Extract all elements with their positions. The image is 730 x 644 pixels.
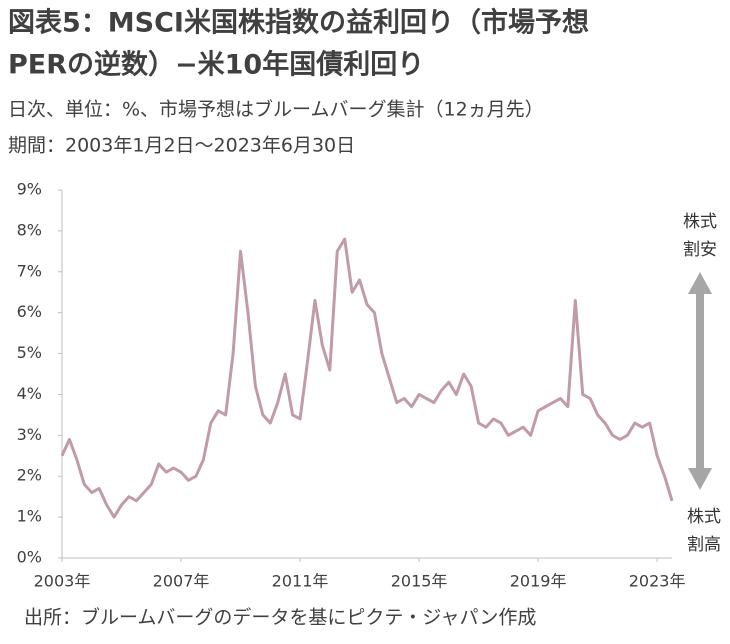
chart-title: PERの逆数）−米10年国債利回り [8,49,424,81]
x-tick-label: 2023年 [629,572,686,591]
y-tick-label: 3% [17,425,42,444]
y-tick-label: 6% [17,302,42,321]
source: 出所：ブルームバーグのデータを基にピクテ・ジャパン作成 [24,606,536,629]
annotation: 株式 [683,212,717,232]
y-tick-label: 1% [17,507,42,526]
y-tick-label: 4% [17,384,42,403]
data-line [60,237,674,519]
y-tick-label: 8% [17,220,42,239]
subtitle: 期間：2003年1月2日～2023年6月30日 [8,135,355,157]
y-tick-label: 2% [17,466,42,485]
x-tick-label: 2003年 [34,572,91,591]
y-tick-label: 7% [17,261,42,280]
subtitle: 日次、単位：%、市場予想はブルームバーグ集計（12ヵ月先） [8,98,544,121]
chart-title: 図表5：MSCI米国株指数の益利回り（市場予想 [8,7,589,39]
x-tick-label: 2011年 [272,572,329,591]
annotation: 株式 [687,507,721,527]
y-tick-label: 0% [17,548,42,567]
y-tick-label: 5% [17,343,42,362]
annotation: 割安 [683,240,717,260]
x-tick-label: 2019年 [510,572,567,591]
y-tick-label: 9% [17,180,42,199]
annotation: 割高 [687,535,721,555]
x-tick-label: 2007年 [153,572,210,591]
arrow [688,272,712,490]
x-tick-label: 2015年 [391,572,448,591]
